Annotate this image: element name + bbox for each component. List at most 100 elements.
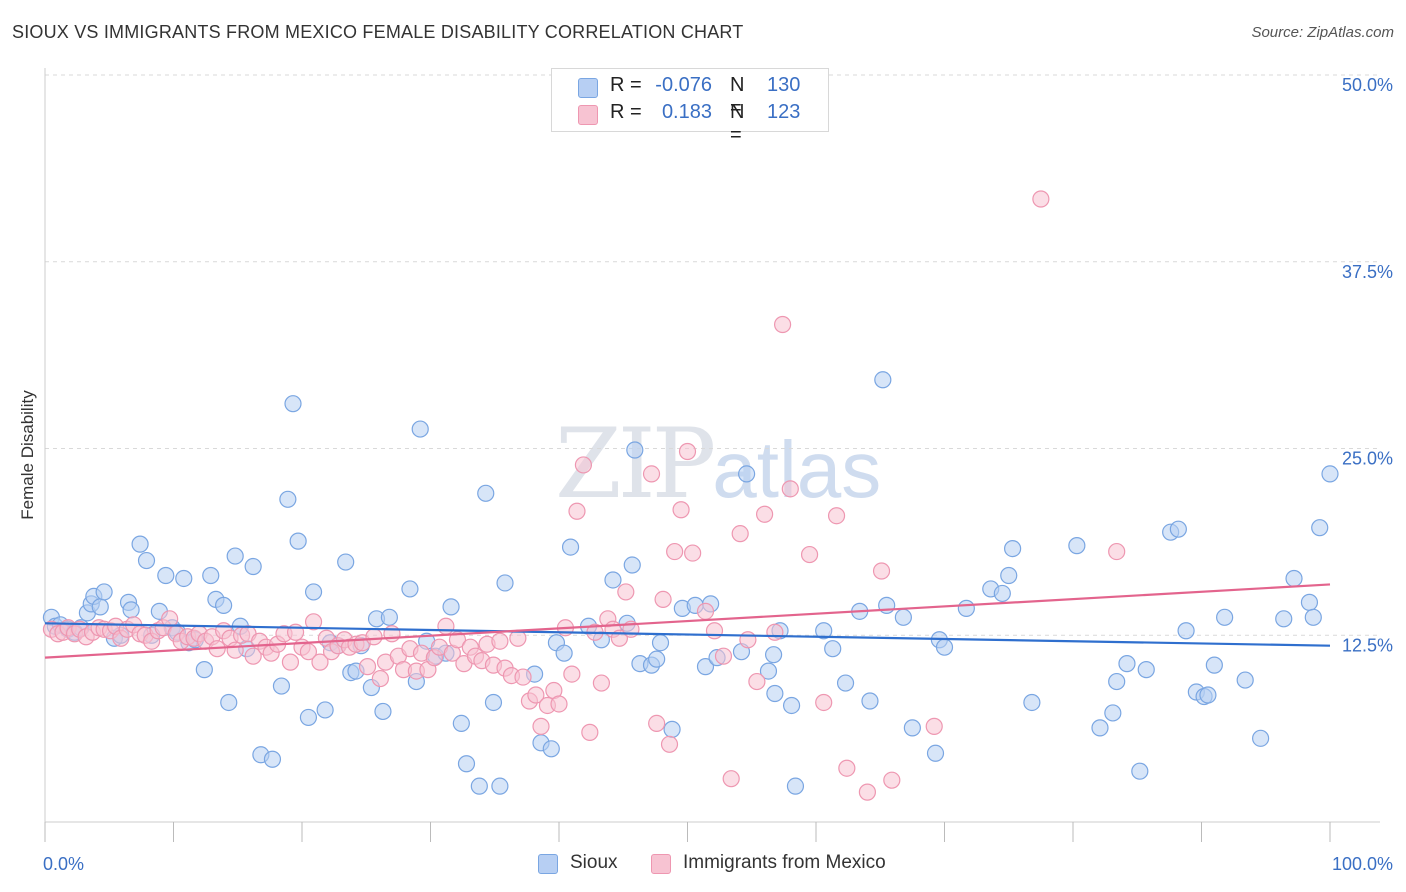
sioux-point <box>786 777 805 795</box>
sioux-point <box>957 599 975 617</box>
sioux-point <box>815 622 833 640</box>
mexico-point <box>371 669 389 688</box>
sioux-point <box>993 584 1011 603</box>
mexico-point <box>781 480 799 498</box>
sioux-point <box>926 744 945 762</box>
sioux-point <box>137 551 156 570</box>
sioux-point <box>1177 622 1195 640</box>
sioux-point <box>279 490 297 508</box>
sioux-point <box>157 566 175 585</box>
sioux-point <box>1068 537 1086 555</box>
mexico-point <box>739 631 757 649</box>
sioux-point <box>1205 656 1223 674</box>
mexico-point <box>563 665 581 683</box>
sioux-point <box>1108 672 1126 691</box>
mexico-point <box>161 610 179 628</box>
y-tick-label: 12.5% <box>1342 635 1393 655</box>
legend-n-label: N = <box>730 101 745 146</box>
legend-r-value: -0.076 <box>655 74 712 96</box>
sioux-point <box>766 684 784 703</box>
sioux-point <box>289 532 307 550</box>
sioux-point <box>337 553 355 571</box>
sioux-point <box>175 569 193 588</box>
sioux-point <box>215 596 233 614</box>
mexico-point <box>678 442 697 461</box>
bottom-legend-label-mexico: Immigrants from Mexico <box>683 852 886 873</box>
y-tick-label: 37.5% <box>1342 262 1393 282</box>
mexico-point <box>568 502 586 520</box>
mexico-point <box>773 315 792 334</box>
mexico-point <box>872 562 891 580</box>
sioux-point <box>1023 693 1041 712</box>
sioux-point <box>411 420 429 438</box>
mexico-point <box>592 674 611 692</box>
sioux-point <box>1216 608 1234 626</box>
sioux-point <box>244 557 262 576</box>
sioux-point <box>299 708 318 727</box>
sioux-point <box>272 677 291 695</box>
sioux-point <box>263 750 282 768</box>
mexico-point <box>714 647 733 665</box>
sioux-point <box>861 692 879 710</box>
mexico-point <box>358 658 377 676</box>
sioux-point <box>1252 729 1270 747</box>
sioux-point <box>442 598 460 616</box>
y-tick-label: 50.0% <box>1342 75 1393 95</box>
sioux-point <box>1000 566 1018 585</box>
sioux-point <box>759 662 778 680</box>
sioux-point <box>663 720 681 738</box>
mexico-point <box>672 501 690 519</box>
sioux-point <box>874 371 892 389</box>
mexico-point <box>705 622 724 640</box>
mexico-point <box>581 723 599 741</box>
legend-n-value: 123 <box>767 101 801 123</box>
mexico-point <box>617 583 635 601</box>
sioux-point <box>1118 655 1136 673</box>
sioux-point <box>836 674 855 692</box>
sioux-point <box>91 598 109 616</box>
mexico-point <box>226 641 244 659</box>
sioux-point <box>1004 539 1022 558</box>
sioux-point <box>604 571 622 589</box>
legend-swatch-sioux <box>578 78 598 98</box>
sioux-point <box>1311 519 1329 537</box>
mexico-point <box>281 653 300 671</box>
sioux-point <box>1236 671 1254 689</box>
sioux-point <box>626 441 644 459</box>
sioux-point <box>648 650 666 668</box>
sioux-point <box>1091 719 1109 737</box>
sioux-point <box>1275 610 1293 628</box>
sioux-point <box>477 484 495 502</box>
sioux-point <box>542 740 560 758</box>
legend-r-value: 0.183 <box>661 101 712 123</box>
x-tick-label: 100.0% <box>1332 854 1393 874</box>
mexico-point <box>574 456 593 474</box>
mexico-point <box>491 632 509 650</box>
legend-r-label: R = <box>610 101 642 123</box>
mexico-point <box>448 631 467 649</box>
sioux-point <box>696 658 715 676</box>
mexico-point <box>666 542 684 561</box>
mexico-point <box>311 653 329 671</box>
mexico-point <box>800 545 819 564</box>
sioux-point <box>95 583 113 601</box>
bottom-legend-label-sioux: Sioux <box>570 852 618 873</box>
sioux-point <box>903 719 921 737</box>
sioux-point <box>782 696 801 715</box>
x-tick-label: 0.0% <box>43 854 84 874</box>
mexico-point <box>748 672 766 691</box>
mexico-point <box>654 590 672 608</box>
mexico-point <box>766 623 784 641</box>
mexico-point <box>642 465 661 483</box>
sioux-point <box>220 693 238 712</box>
mexico-point <box>244 647 262 665</box>
mexico-point <box>838 759 856 777</box>
correlation-legend: R = -0.076 N = 130 R = 0.183 N = 123 <box>551 68 829 146</box>
sioux-point <box>764 646 783 664</box>
sioux-point <box>824 640 842 658</box>
sioux-point <box>1169 520 1187 538</box>
sioux-point <box>561 538 580 556</box>
sioux-point <box>1104 704 1122 722</box>
mexico-trend-line <box>44 583 1331 659</box>
y-tick-label: 25.0% <box>1342 449 1393 469</box>
